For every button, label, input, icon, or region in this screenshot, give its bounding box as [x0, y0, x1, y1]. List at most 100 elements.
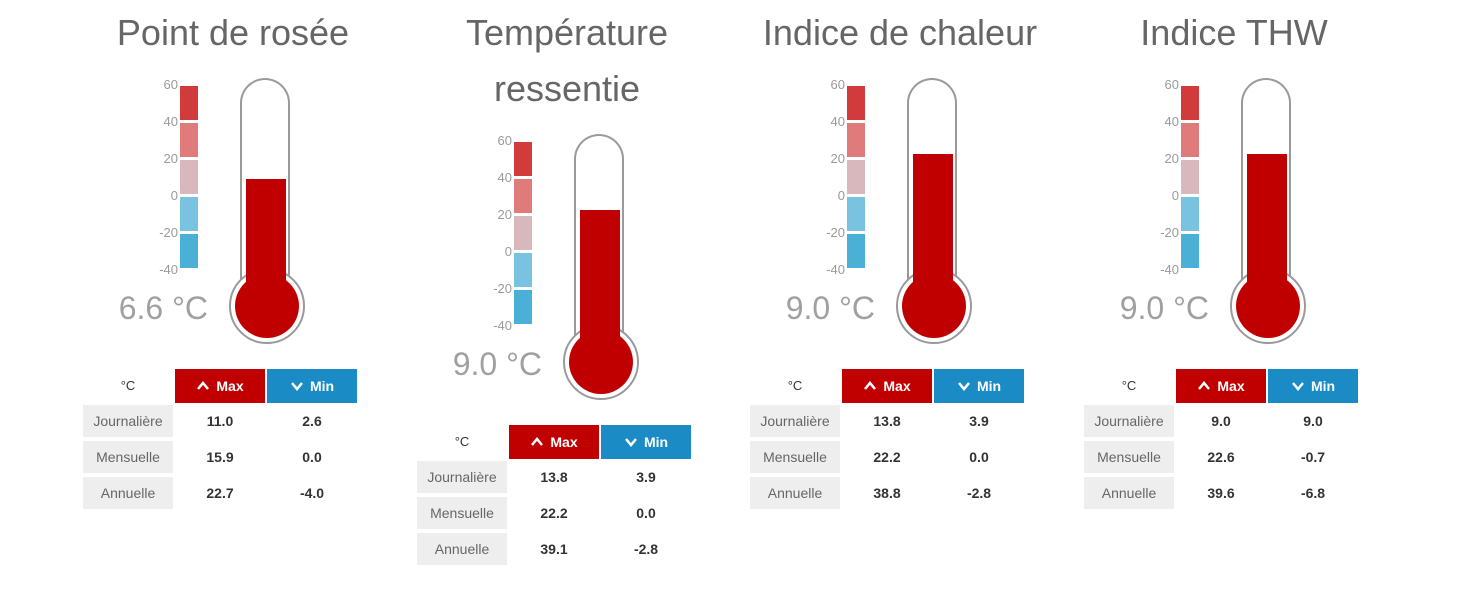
table-row-daily: Journalière 13.8 3.9	[417, 461, 717, 495]
scale-color-segment	[1181, 86, 1199, 120]
current-temperature: 9.0 °C	[785, 290, 875, 326]
min-value: -2.8	[966, 485, 992, 501]
table-row-annual: Annuelle 39.1 -2.8	[417, 533, 717, 567]
scale-tick-label: 60	[830, 77, 845, 92]
thermometer: 60 40 20 0 -20 -40	[83, 77, 383, 344]
scale-color-segment	[514, 290, 532, 324]
scale-tick-label: 60	[163, 77, 178, 92]
min-tab[interactable]: Min	[601, 425, 691, 459]
scale-tick-label: -20	[159, 225, 178, 240]
min-value: 9.0	[1303, 413, 1323, 429]
min-label: Min	[643, 434, 669, 450]
unit-header: °C	[1121, 378, 1137, 393]
scale-color-segment	[847, 197, 865, 231]
max-value: 22.7	[206, 485, 234, 501]
scale-tick-label: -20	[1160, 225, 1179, 240]
scale-color-segment	[514, 216, 532, 250]
widget-title: Indice THW	[1140, 12, 1328, 53]
max-tab[interactable]: Max	[842, 369, 932, 403]
scale-color-segment	[180, 123, 198, 157]
table-row-monthly: Mensuelle 15.9 0.0	[83, 441, 383, 475]
scale-color-segment	[180, 197, 198, 231]
scale-color-segment	[847, 86, 865, 120]
scale-color-segment	[514, 179, 532, 213]
min-value: 3.9	[636, 469, 656, 485]
scale-color-segment	[1181, 160, 1199, 194]
thermometer: 60 40 20 0 -20 -40	[750, 77, 1050, 344]
unit-header: °C	[120, 378, 136, 393]
row-label: Mensuelle	[750, 441, 840, 473]
mercury-bulb	[569, 330, 633, 394]
max-tab[interactable]: Max	[1176, 369, 1266, 403]
chevron-down-icon	[624, 438, 637, 447]
scale-tick-label: 40	[497, 170, 512, 185]
min-value: -0.7	[1300, 449, 1326, 465]
max-label: Max	[1217, 378, 1245, 394]
scale-color-segment	[180, 86, 198, 120]
chevron-up-icon	[1198, 381, 1211, 390]
mercury-bulb	[1236, 274, 1300, 338]
max-value: 13.8	[873, 413, 901, 429]
row-label: Journalière	[750, 405, 840, 437]
min-value: -4.0	[299, 485, 325, 501]
row-label: Journalière	[417, 461, 507, 493]
thermometer: 60 40 20 0 -20 -40	[417, 133, 717, 400]
scale-tick-label: 20	[830, 151, 845, 166]
scale-color-segment	[180, 234, 198, 268]
current-temperature: 6.6 °C	[118, 290, 208, 326]
chevron-down-icon	[1291, 382, 1304, 391]
scale-tick-label: -20	[826, 225, 845, 240]
scale-tick-label: 40	[163, 114, 178, 129]
max-tab[interactable]: Max	[175, 369, 265, 403]
chevron-up-icon	[864, 381, 877, 390]
thermometer: 60 40 20 0 -20 -40	[1084, 77, 1384, 344]
table-row-annual: Annuelle 22.7 -4.0	[83, 477, 383, 511]
row-label: Annuelle	[417, 533, 507, 565]
scale-color-segment	[514, 142, 532, 176]
scale-tick-label: 0	[837, 188, 845, 203]
chevron-up-icon	[197, 381, 210, 390]
current-temperature: 9.0 °C	[452, 346, 542, 382]
max-value: 11.0	[206, 413, 234, 429]
max-tab[interactable]: Max	[509, 425, 599, 459]
scale-tick-label: -40	[1160, 262, 1179, 277]
mercury-bulb	[902, 274, 966, 338]
row-label: Annuelle	[750, 477, 840, 509]
row-label: Annuelle	[1084, 477, 1174, 509]
unit-header: °C	[454, 434, 470, 449]
min-value: 0.0	[969, 449, 989, 465]
min-tab[interactable]: Min	[1268, 369, 1358, 403]
min-value: 0.0	[636, 505, 656, 521]
current-temperature: 9.0 °C	[1119, 290, 1209, 326]
scale-tick-label: 40	[830, 114, 845, 129]
row-label: Mensuelle	[417, 497, 507, 529]
scale-tick-label: 60	[1164, 77, 1179, 92]
max-value: 9.0	[1211, 413, 1231, 429]
min-tab[interactable]: Min	[267, 369, 357, 403]
row-label: Mensuelle	[83, 441, 173, 473]
scale-tick-label: 20	[163, 151, 178, 166]
max-value: 13.8	[540, 469, 568, 485]
min-value: 2.6	[302, 413, 322, 429]
min-value: 0.0	[302, 449, 322, 465]
row-label: Mensuelle	[1084, 441, 1174, 473]
max-label: Max	[883, 378, 911, 394]
scale-color-segment	[180, 160, 198, 194]
widget-title: Indice de chaleur	[762, 12, 1038, 53]
min-tab[interactable]: Min	[934, 369, 1024, 403]
scale-color-segment	[1181, 197, 1199, 231]
row-label: Annuelle	[83, 477, 173, 509]
min-label: Min	[976, 378, 1002, 394]
max-label: Max	[550, 434, 578, 450]
scale-tick-label: 20	[497, 207, 512, 222]
table-row-monthly: Mensuelle 22.2 0.0	[417, 497, 717, 531]
scale-tick-label: 20	[1164, 151, 1179, 166]
min-value: 3.9	[969, 413, 989, 429]
chevron-down-icon	[290, 382, 303, 391]
table-row-monthly: Mensuelle 22.6 -0.7	[1084, 441, 1384, 475]
scale-color-segment	[1181, 234, 1199, 268]
scale-color-segment	[1181, 123, 1199, 157]
row-label: Journalière	[1084, 405, 1174, 437]
scale-tick-label: 0	[170, 188, 178, 203]
scale-tick-label: 60	[497, 133, 512, 148]
